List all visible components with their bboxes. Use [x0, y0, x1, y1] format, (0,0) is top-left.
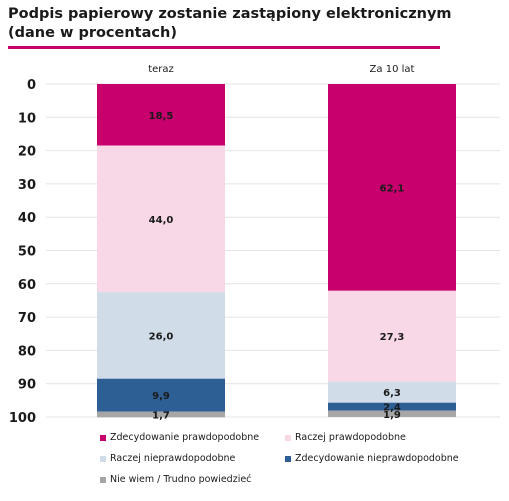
legend-item: Raczej nieprawdopodobne: [100, 453, 235, 464]
y-tick-label: 40: [18, 211, 36, 226]
category-label: Za 10 lat: [370, 64, 415, 75]
y-tick-label: 20: [18, 145, 36, 160]
legend-label: Nie wiem / Trudno powiedzieć: [110, 474, 252, 485]
data-label: 27,3: [380, 332, 405, 343]
y-tick-label: 80: [18, 344, 36, 359]
data-label: 6,3: [383, 388, 401, 399]
legend-label: Raczej prawdopodobne: [295, 432, 406, 443]
y-axis-ticks: 0 10 20 30 40 50 60 70 80 90 100: [9, 78, 36, 426]
y-tick-label: 60: [18, 278, 36, 293]
data-labels: 18,5 44,0 26,0 9,9 1,7 62,1 27,3 6,3 2,41,9: [149, 111, 405, 422]
legend-item: Raczej prawdopodobne: [285, 432, 406, 443]
data-label: 18,5: [149, 111, 174, 122]
legend-swatch: [100, 476, 106, 483]
legend-label: Raczej nieprawdopodobne: [110, 453, 236, 464]
bar-segment: [97, 145, 225, 293]
y-tick-label: 0: [27, 78, 36, 93]
bar-segment: [97, 84, 225, 146]
y-tick-label: 70: [18, 311, 36, 326]
category-label: teraz: [148, 64, 174, 75]
data-label: 9,9: [152, 391, 170, 402]
bars: [97, 84, 456, 418]
category-labels: teraz Za 10 lat: [148, 64, 414, 75]
stacked-bar-chart: 0 10 20 30 40 50 60 70 80 90 100 teraz Za 10 lat 18…: [9, 64, 500, 426]
y-tick-label: 90: [18, 378, 36, 393]
legend-swatch: [100, 455, 106, 462]
data-label: 1,9: [383, 410, 401, 421]
chart-title: Podpis papierowy zostanie zastąpiony ele…: [8, 6, 452, 41]
y-tick-label: 30: [18, 178, 36, 193]
data-label: 62,1: [380, 183, 405, 194]
bar-segment: [328, 290, 456, 382]
legend-label: Zdecydowanie prawdopodobne: [110, 432, 260, 443]
legend-swatch: [100, 434, 106, 441]
bar-segment: [97, 411, 225, 418]
bar-segment: [328, 381, 456, 403]
bar-segment: [328, 402, 456, 411]
y-tick-label: 100: [9, 411, 36, 426]
legend-swatch: [285, 434, 291, 441]
legend-item: Zdecydowanie prawdopodobne: [100, 432, 259, 443]
y-tick-label: 50: [18, 245, 36, 260]
legend-swatch: [285, 455, 291, 462]
title-underline: [8, 46, 440, 49]
data-label: 44,0: [149, 215, 174, 226]
bar-segment: [97, 292, 225, 379]
bar-segment: [97, 378, 225, 412]
data-label: 26,0: [149, 331, 174, 342]
y-tick-label: 10: [18, 111, 36, 126]
legend-item: Zdecydowanie nieprawdopodobne: [285, 453, 459, 464]
data-label: 2,4: [383, 403, 401, 414]
data-label: 1,7: [152, 411, 170, 422]
legend-label: Zdecydowanie nieprawdopodobne: [295, 453, 459, 464]
legend-item: Nie wiem / Trudno powiedzieć: [100, 474, 251, 485]
bar-segment: [328, 84, 456, 291]
bar-segment: [328, 410, 456, 417]
